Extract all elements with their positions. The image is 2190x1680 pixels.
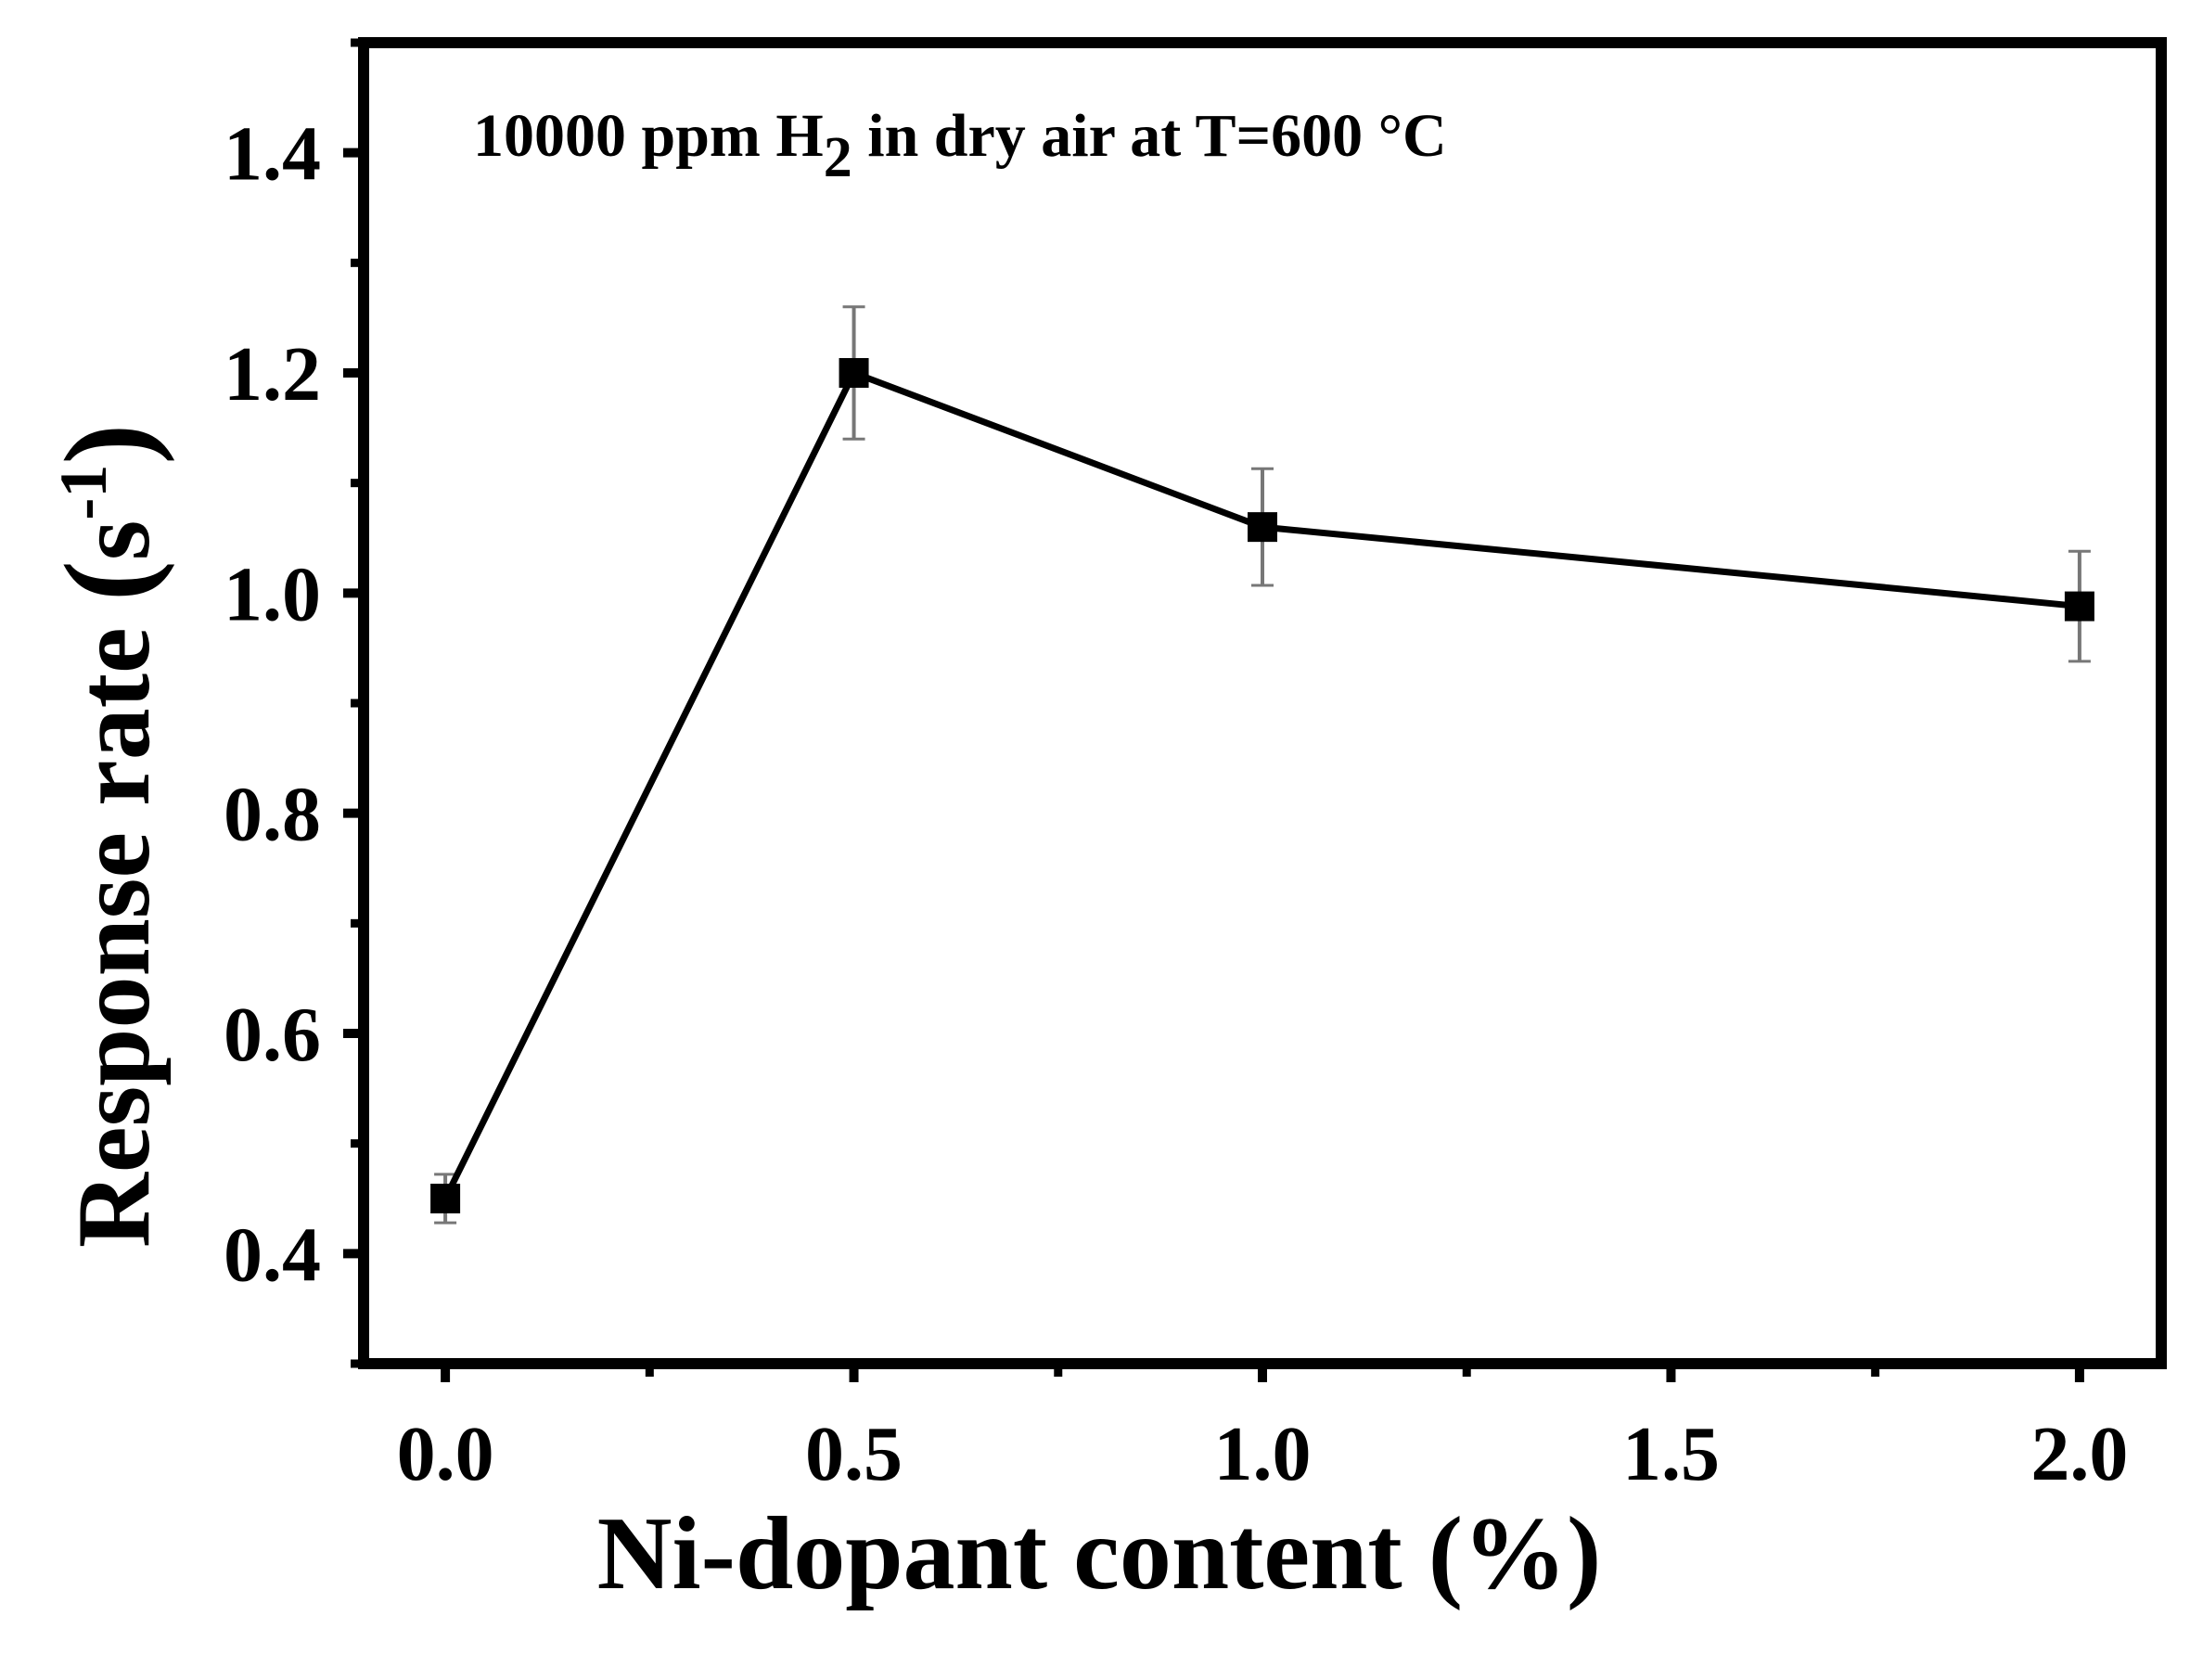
y-tick-label: 1.4 [224,111,321,198]
axis-ticks [343,38,2084,1382]
data-point [1248,512,1277,543]
plot-frame [358,37,2167,1369]
chart-annotation: 10000 ppm H2 in dry air at T=600 °C [473,102,1447,189]
data-point [430,1184,461,1213]
y-axis-label: Response rate (s-1) [39,424,175,1248]
y-tick-label: 0.8 [224,772,321,858]
x-tick-label: 2.0 [2030,1411,2128,1497]
y-tick-label: 0.4 [224,1212,321,1298]
tick-labels: 0.0 0.5 1.0 1.5 2.0 0.4 0.6 0.8 1.0 1.2 1.4 [224,111,2128,1497]
error-bars [434,305,2091,1225]
x-tick-label: 1.5 [1622,1411,1720,1497]
series-line [442,368,2081,1200]
x-tick-label: 1.0 [1214,1411,1312,1497]
y-tick-label: 1.0 [224,551,321,637]
x-axis-label: Ni-dopant content (%) [597,1496,1602,1611]
x-tick-label: 0.5 [805,1411,903,1497]
x-tick-label: 0.0 [397,1411,494,1497]
y-tick-label: 0.6 [224,992,321,1078]
data-point [839,358,869,388]
y-tick-label: 1.2 [224,331,321,417]
data-markers [430,358,2094,1213]
data-point [2064,591,2094,622]
data-series [442,368,2081,1200]
